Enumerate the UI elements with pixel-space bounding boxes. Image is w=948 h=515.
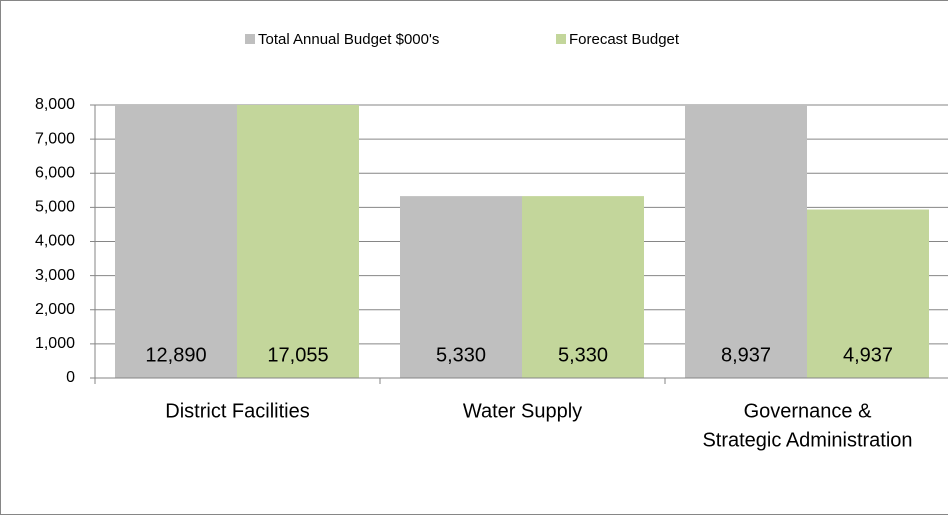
x-tick-label: Governance & (744, 400, 873, 422)
value-label: 17,055 (267, 344, 328, 366)
bar (807, 209, 929, 378)
y-tick-label: 4,000 (35, 233, 75, 250)
legend-label: Total Annual Budget $000's (258, 31, 439, 48)
value-label: 12,890 (145, 344, 206, 366)
bar (400, 196, 522, 378)
value-label: 5,330 (436, 344, 486, 366)
x-tick-label: Strategic Administration (702, 429, 912, 451)
plot (115, 105, 929, 378)
y-tick-label: 3,000 (35, 267, 75, 284)
value-label: 8,937 (721, 344, 771, 366)
x-tick-label: District Facilities (165, 400, 309, 422)
y-tick-label: 1,000 (35, 335, 75, 352)
value-label: 5,330 (558, 344, 608, 366)
y-tick-label: 0 (66, 369, 75, 386)
x-tick-label: Water Supply (463, 400, 582, 422)
y-tick-label: 5,000 (35, 199, 75, 216)
y-tick-label: 8,000 (35, 96, 75, 113)
y-tick-label: 6,000 (35, 164, 75, 181)
y-tick-label: 7,000 (35, 130, 75, 147)
bar (115, 105, 237, 378)
bar (522, 196, 644, 378)
legend-label: Forecast Budget (569, 31, 680, 48)
legend-swatch (245, 34, 255, 44)
bar (685, 105, 807, 378)
value-label: 4,937 (843, 344, 893, 366)
y-tick-label: 2,000 (35, 301, 75, 318)
bar (237, 105, 359, 378)
legend-swatch (556, 34, 566, 44)
